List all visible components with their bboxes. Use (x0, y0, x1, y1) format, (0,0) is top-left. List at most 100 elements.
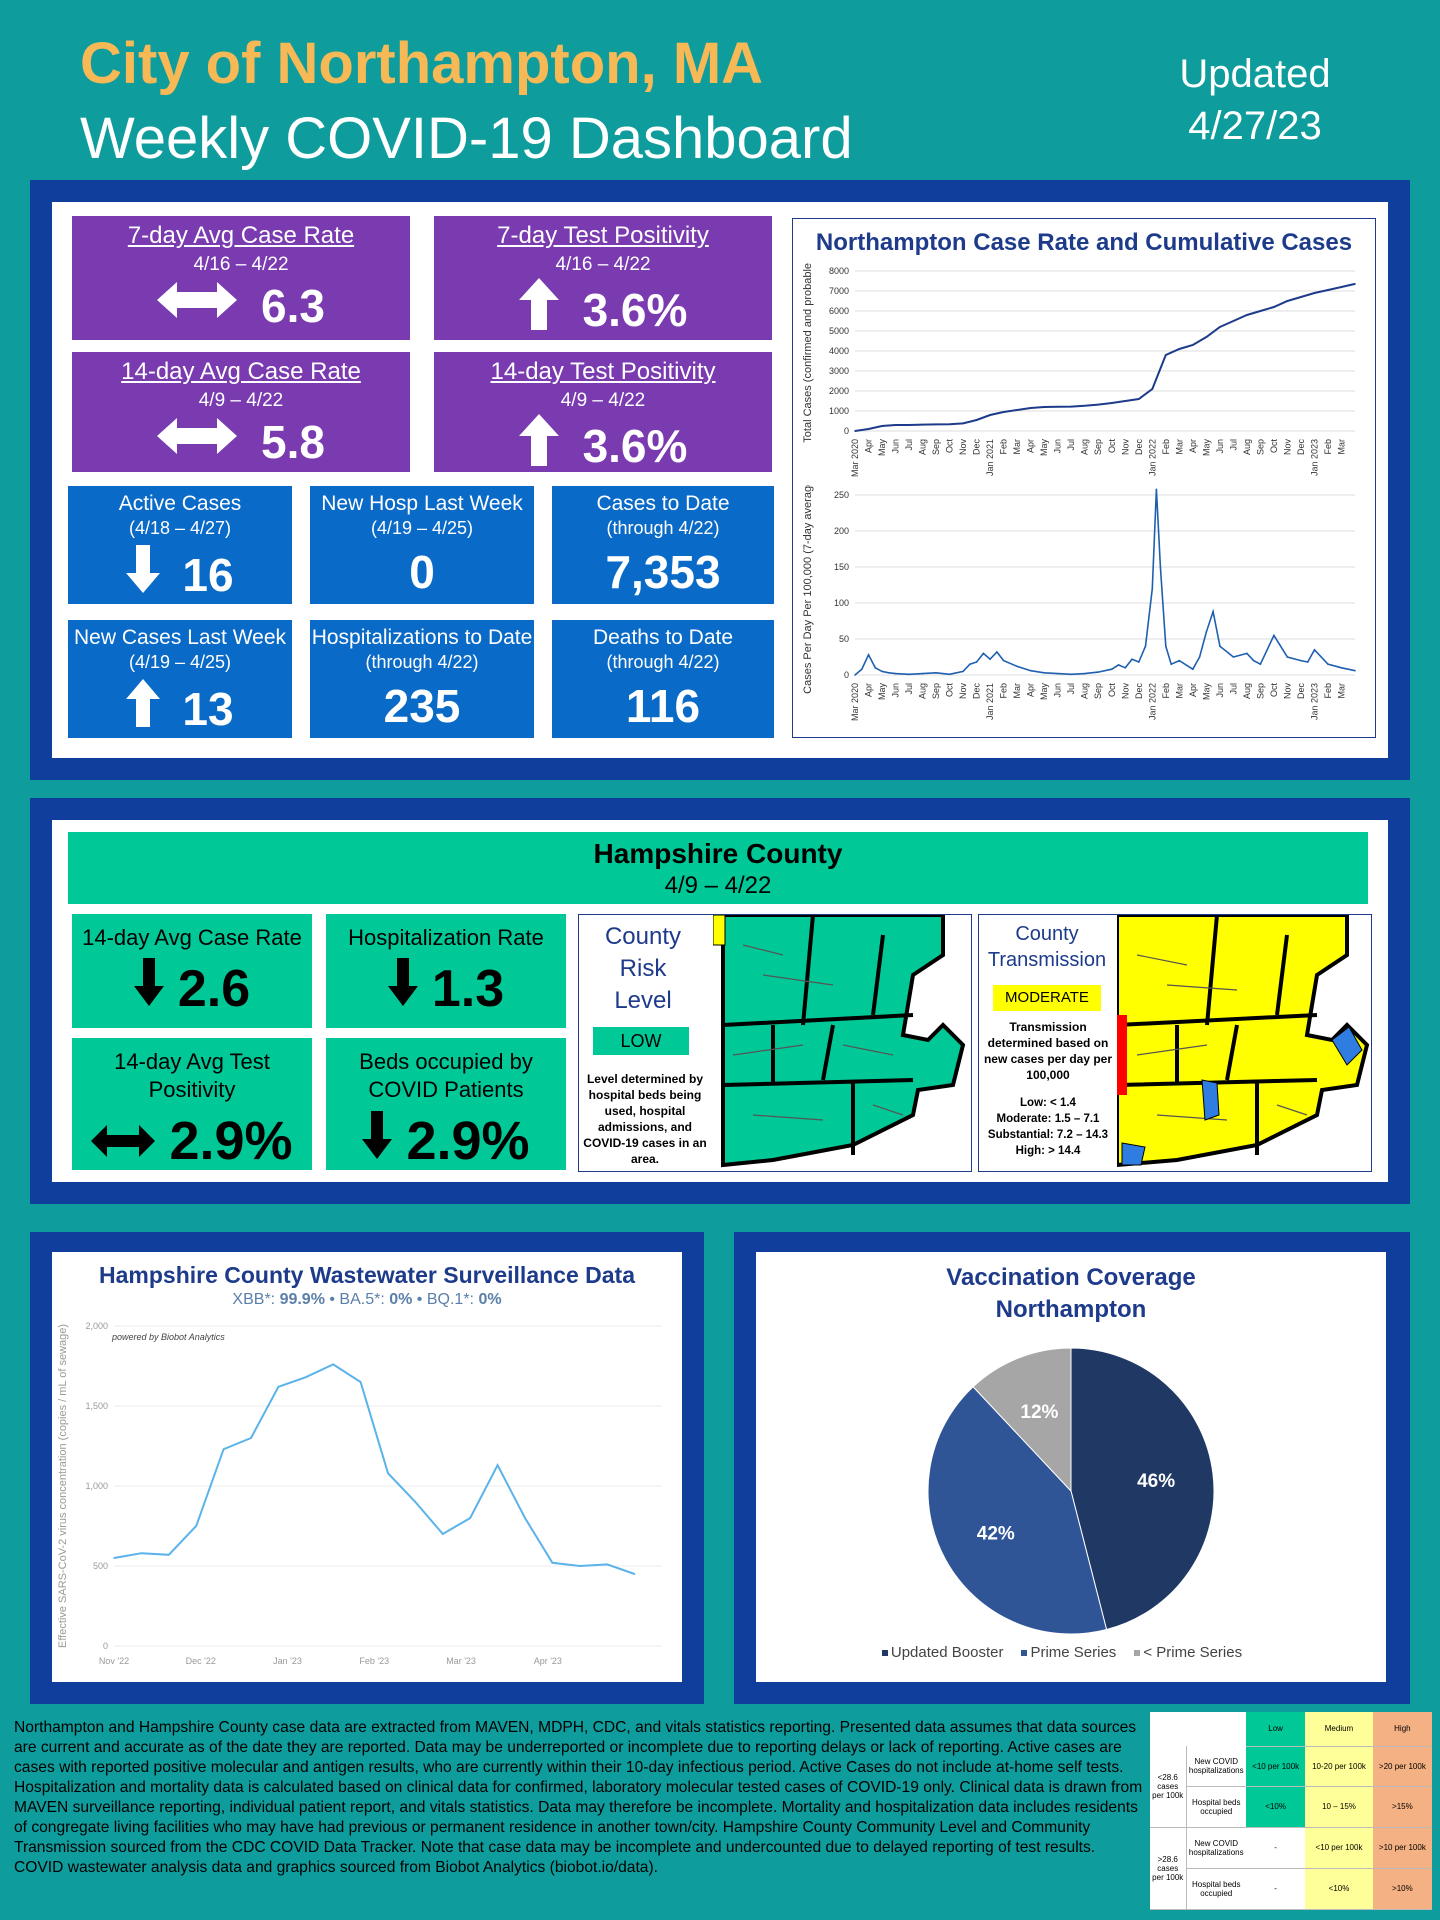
x-tick-label: May (877, 439, 887, 457)
x-tick-label: Sep (931, 439, 941, 455)
pie-slice (1070, 1347, 1215, 1631)
data-point (633, 1573, 636, 1575)
flat-arrow-icon (91, 1110, 156, 1172)
data-point (1151, 587, 1154, 590)
data-point (1286, 656, 1289, 658)
county-risk-map (713, 915, 971, 1171)
data-point (1286, 300, 1289, 302)
x-tick-label: Feb (1323, 439, 1333, 455)
x-tick-label: Jun (1215, 439, 1225, 454)
data-point (989, 414, 991, 416)
data-point (140, 1552, 143, 1554)
case-rate-7day-tile: 7-day Avg Case Rate 4/16 – 4/22 6.3 (72, 216, 410, 340)
city-chart-box: Northampton Case Rate and Cumulative Cas… (792, 218, 1376, 738)
data-point (387, 1472, 389, 1474)
data-point (1259, 663, 1262, 665)
updated-date: Updated 4/27/23 (1179, 52, 1331, 148)
x-tick-label: Feb (1161, 439, 1171, 455)
x-tick-label: Apr (1188, 683, 1198, 697)
data-point (1327, 663, 1329, 665)
data-point (1124, 400, 1127, 402)
data-point (1097, 671, 1100, 673)
data-point (168, 1554, 170, 1556)
x-tick-label: Sep (931, 683, 941, 699)
x-tick-label: Jan 2021 (985, 683, 995, 720)
x-tick-label: Feb '23 (359, 1656, 389, 1666)
county-test-pos-tile: 14-day Avg Test Positivity 2.9% (72, 1038, 312, 1172)
data-point (1002, 411, 1005, 413)
data-point (908, 424, 910, 426)
x-tick-label: Jan 2022 (1147, 439, 1157, 476)
data-point (1246, 652, 1248, 655)
x-tick-label: Dec '22 (186, 1656, 216, 1666)
legend-swatch (1134, 1650, 1141, 1657)
data-point (975, 419, 978, 421)
data-point (1097, 403, 1100, 406)
vaccination-legend: Updated Booster Prime Series < Prime Serie… (756, 1644, 1386, 1661)
data-point (854, 674, 856, 676)
x-tick-label: Mar (1336, 439, 1346, 455)
test-positivity-7day-tile: 7-day Test Positivity 4/16 – 4/22 3.6% (434, 216, 772, 340)
x-tick-label: Jan 2023 (1309, 439, 1319, 476)
deaths-to-date-tile: Deaths to Date (through 4/22) 116 (552, 620, 774, 738)
y-tick-label: 2,000 (85, 1321, 108, 1331)
data-point (996, 651, 998, 653)
y-tick-label: 50 (839, 634, 849, 644)
y-tick-label: 150 (834, 562, 849, 572)
variant-subtitle: XBB*: 99.9% • BA.5*: 0% • BQ.1*: 0% (232, 1291, 502, 1308)
data-point (1070, 673, 1073, 676)
county-hosp-rate-tile: Hospitalization Rate 1.3 (326, 914, 566, 1028)
x-tick-label: May (1201, 683, 1211, 701)
data-point (874, 667, 877, 669)
x-tick-label: Jan 2023 (1309, 683, 1319, 720)
legend-label: Updated Booster (890, 1644, 1004, 1661)
x-tick-label: Oct (1269, 683, 1279, 698)
data-point (1273, 634, 1275, 637)
data-point (1155, 488, 1158, 491)
x-tick-label: Nov (958, 683, 968, 700)
data-point (1002, 659, 1005, 662)
y-tick-label: 500 (93, 1561, 108, 1571)
series-line (854, 489, 1356, 676)
data-point (1354, 283, 1356, 285)
x-tick-label: Nov (1120, 439, 1130, 456)
cumulative-cases-chart: 0 1000 2000 3000 4000 5000 6000 7000 8000 Mar 202… (802, 263, 1356, 477)
data-point (1219, 645, 1221, 647)
x-tick-label: Jun (1053, 683, 1063, 698)
data-point (222, 1448, 225, 1450)
x-tick-label: Apr (1026, 683, 1036, 697)
data-point (962, 422, 964, 425)
county-risk-box: County Risk Level LOW Level determined b… (578, 914, 972, 1172)
x-tick-label: Dec (972, 439, 982, 456)
x-tick-label: Apr (1188, 439, 1198, 453)
x-tick-label: Aug (918, 439, 928, 455)
x-tick-label: Aug (1242, 439, 1252, 455)
y-tick-label: 100 (834, 598, 849, 608)
cases-to-date-tile: Cases to Date (through 4/22) 7,353 (552, 486, 774, 604)
data-point (469, 1517, 472, 1519)
x-tick-label: Feb (999, 683, 1009, 699)
y-tick-label: 3000 (829, 366, 849, 376)
up-arrow-icon (518, 278, 559, 341)
x-tick-label: Jul (904, 439, 914, 451)
data-point (894, 672, 897, 675)
county-transmission-map (1117, 915, 1371, 1171)
x-tick-label: Sep (1255, 683, 1265, 699)
data-point (1340, 286, 1343, 288)
active-cases-tile: Active Cases (4/18 – 4/27) 16 (68, 486, 292, 604)
data-point (1300, 659, 1302, 662)
y-axis-label: Effective SARS-CoV-2 virus concentration… (57, 1324, 69, 1648)
data-point (975, 661, 978, 663)
x-tick-label: Dec (1134, 683, 1144, 700)
x-tick-label: Sep (1093, 439, 1103, 455)
data-point (935, 672, 937, 674)
data-point (1110, 668, 1113, 671)
data-point (1313, 292, 1316, 294)
data-point (1165, 354, 1167, 356)
data-point (1159, 566, 1162, 568)
transmission-level-badge: MODERATE (993, 985, 1101, 1011)
data-point (551, 1562, 554, 1564)
x-tick-label: Jan 2022 (1147, 683, 1157, 720)
x-tick-label: Apr '23 (534, 1656, 562, 1666)
data-point (414, 1501, 417, 1503)
